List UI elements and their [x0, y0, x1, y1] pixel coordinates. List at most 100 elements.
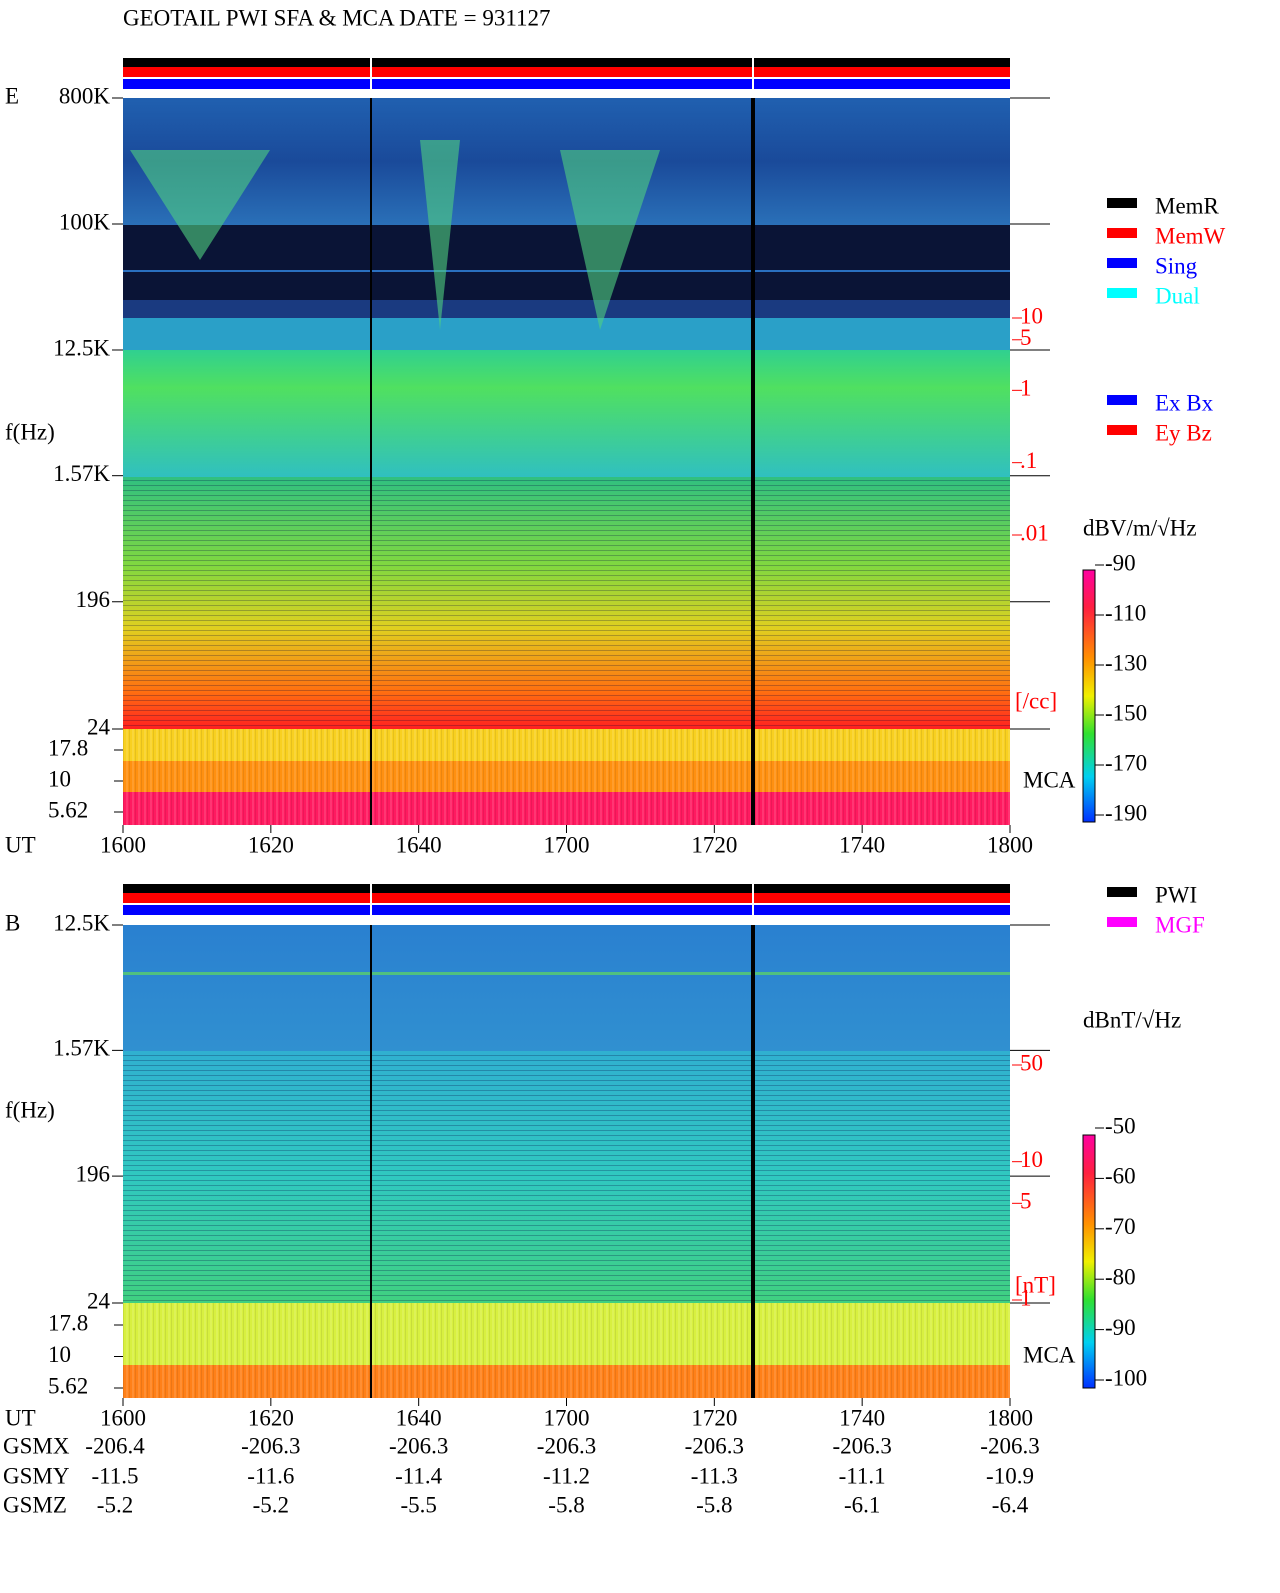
y-axis-label: f(Hz) [5, 419, 55, 444]
legend-label: PWI [1155, 882, 1197, 907]
orbit-value: -11.2 [543, 1463, 590, 1488]
orbit-value: -5.5 [400, 1492, 436, 1517]
orbit-value: -11.4 [395, 1463, 443, 1488]
y2-axis-label: [/cc] [1015, 688, 1057, 713]
legend-label: Dual [1155, 283, 1200, 308]
colorbar-tick-label: -170 [1105, 750, 1147, 775]
legend-swatch [1107, 887, 1137, 897]
colorbar-tick-label: -50 [1105, 1113, 1136, 1138]
orbit-row-label: GSMZ [3, 1492, 67, 1517]
legend-swatch [1107, 288, 1137, 298]
legend-label: Ex Bx [1155, 390, 1214, 415]
legend-swatch [1107, 425, 1137, 435]
y2-tick-label: 10 [1020, 303, 1043, 328]
y-tick-label: 1.57K [53, 461, 110, 486]
y-tick-label: 100K [59, 209, 111, 234]
x-tick-label: 1700 [544, 1405, 590, 1430]
mca-tick-label: 17.8 [48, 1310, 88, 1335]
colorbar-tick-label: -60 [1105, 1164, 1136, 1189]
y-tick-label: 196 [76, 1161, 111, 1186]
x-tick-label: 1600 [100, 1405, 146, 1430]
orbit-value: -5.8 [696, 1492, 732, 1517]
x-tick-label: 1740 [839, 832, 885, 857]
colorbar-tick-label: -130 [1105, 650, 1147, 675]
y2-tick-label: .01 [1020, 520, 1049, 545]
orbit-row-label: GSMY [3, 1463, 70, 1488]
y2-axis-label: [nT] [1015, 1272, 1056, 1297]
legend-swatch [1107, 198, 1137, 208]
y2-tick-label: 10 [1020, 1147, 1043, 1172]
x-tick-label: 1600 [100, 832, 146, 857]
colorbar-tick-label: -100 [1105, 1365, 1147, 1390]
legend-swatch [1107, 395, 1137, 405]
colorbar-tick-label: -90 [1105, 550, 1136, 575]
y-tick-label: 12.5K [53, 335, 110, 360]
legend-label: MemR [1155, 193, 1220, 218]
panel-label: E [5, 83, 19, 108]
mca-tick-label: 5.62 [48, 1373, 88, 1398]
x-tick-label: 1700 [544, 832, 590, 857]
y-tick-label: 196 [76, 587, 111, 612]
orbit-value: -206.4 [85, 1433, 145, 1458]
x-tick-label: 1800 [987, 832, 1033, 857]
orbit-value: -11.6 [247, 1463, 294, 1488]
colorbar-tick-label: -150 [1105, 700, 1147, 725]
page-title: GEOTAIL PWI SFA & MCA DATE = 931127 [123, 5, 550, 30]
orbit-value: -6.4 [992, 1492, 1029, 1517]
orbit-value: -206.3 [980, 1433, 1039, 1458]
orbit-value: -5.8 [548, 1492, 584, 1517]
orbit-value: -206.3 [537, 1433, 596, 1458]
y2-tick-label: 1 [1020, 1285, 1032, 1310]
legend-swatch [1107, 258, 1137, 268]
orbit-value: -206.3 [241, 1433, 300, 1458]
orbit-value: -11.5 [91, 1463, 138, 1488]
y2-tick-label: .1 [1020, 448, 1037, 473]
orbit-value: -206.3 [389, 1433, 448, 1458]
legend-label: Sing [1155, 253, 1198, 278]
x-tick-label: 1640 [396, 832, 442, 857]
colorbar-tick-label: -90 [1105, 1315, 1136, 1340]
colorbar-tick-label: -190 [1105, 800, 1147, 825]
legend-label: MGF [1155, 912, 1205, 937]
orbit-value: -6.1 [844, 1492, 880, 1517]
y2-tick-label: 5 [1020, 1189, 1032, 1214]
colorbar-tick-label: -110 [1105, 600, 1146, 625]
legend-swatch [1107, 917, 1137, 927]
y-tick-label: 24 [87, 714, 111, 739]
x-axis-label: UT [5, 832, 36, 857]
orbit-value: -11.3 [691, 1463, 738, 1488]
colorbar-label: dBnT/√Hz [1083, 1007, 1181, 1032]
x-tick-label: 1640 [396, 1405, 442, 1430]
spectrogram-e [123, 58, 1096, 825]
legend-label: Ey Bz [1155, 420, 1212, 445]
orbit-value: -206.3 [832, 1433, 891, 1458]
x-tick-label: 1620 [248, 1405, 294, 1430]
mca-label: MCA [1023, 1342, 1076, 1367]
orbit-value: -5.2 [97, 1492, 133, 1517]
colorbar-tick-label: -80 [1105, 1264, 1136, 1289]
panel-label: B [5, 910, 20, 935]
spectrogram-b [123, 884, 1096, 1398]
y2-tick-label: 5 [1020, 325, 1032, 350]
orbit-row-label: GSMX [3, 1433, 70, 1458]
y-tick-label: 12.5K [53, 910, 110, 935]
orbit-value: -10.9 [986, 1463, 1034, 1488]
mca-tick-label: 10 [48, 766, 71, 791]
colorbar-label: dBV/m/√Hz [1083, 515, 1197, 540]
x-axis-label: UT [5, 1405, 36, 1430]
orbit-value: -11.1 [839, 1463, 886, 1488]
orbit-value: -5.2 [253, 1492, 289, 1517]
legend-label: MemW [1155, 223, 1226, 248]
x-tick-label: 1720 [691, 832, 737, 857]
legend-swatch [1107, 228, 1137, 238]
y2-tick-label: 1 [1020, 376, 1032, 401]
x-tick-label: 1720 [691, 1405, 737, 1430]
x-tick-label: 1740 [839, 1405, 885, 1430]
mca-tick-label: 5.62 [48, 797, 88, 822]
mca-label: MCA [1023, 767, 1076, 792]
mca-tick-label: 10 [48, 1342, 71, 1367]
colorbar-tick-label: -70 [1105, 1214, 1136, 1239]
y-tick-label: 800K [59, 83, 111, 108]
orbit-value: -206.3 [685, 1433, 744, 1458]
